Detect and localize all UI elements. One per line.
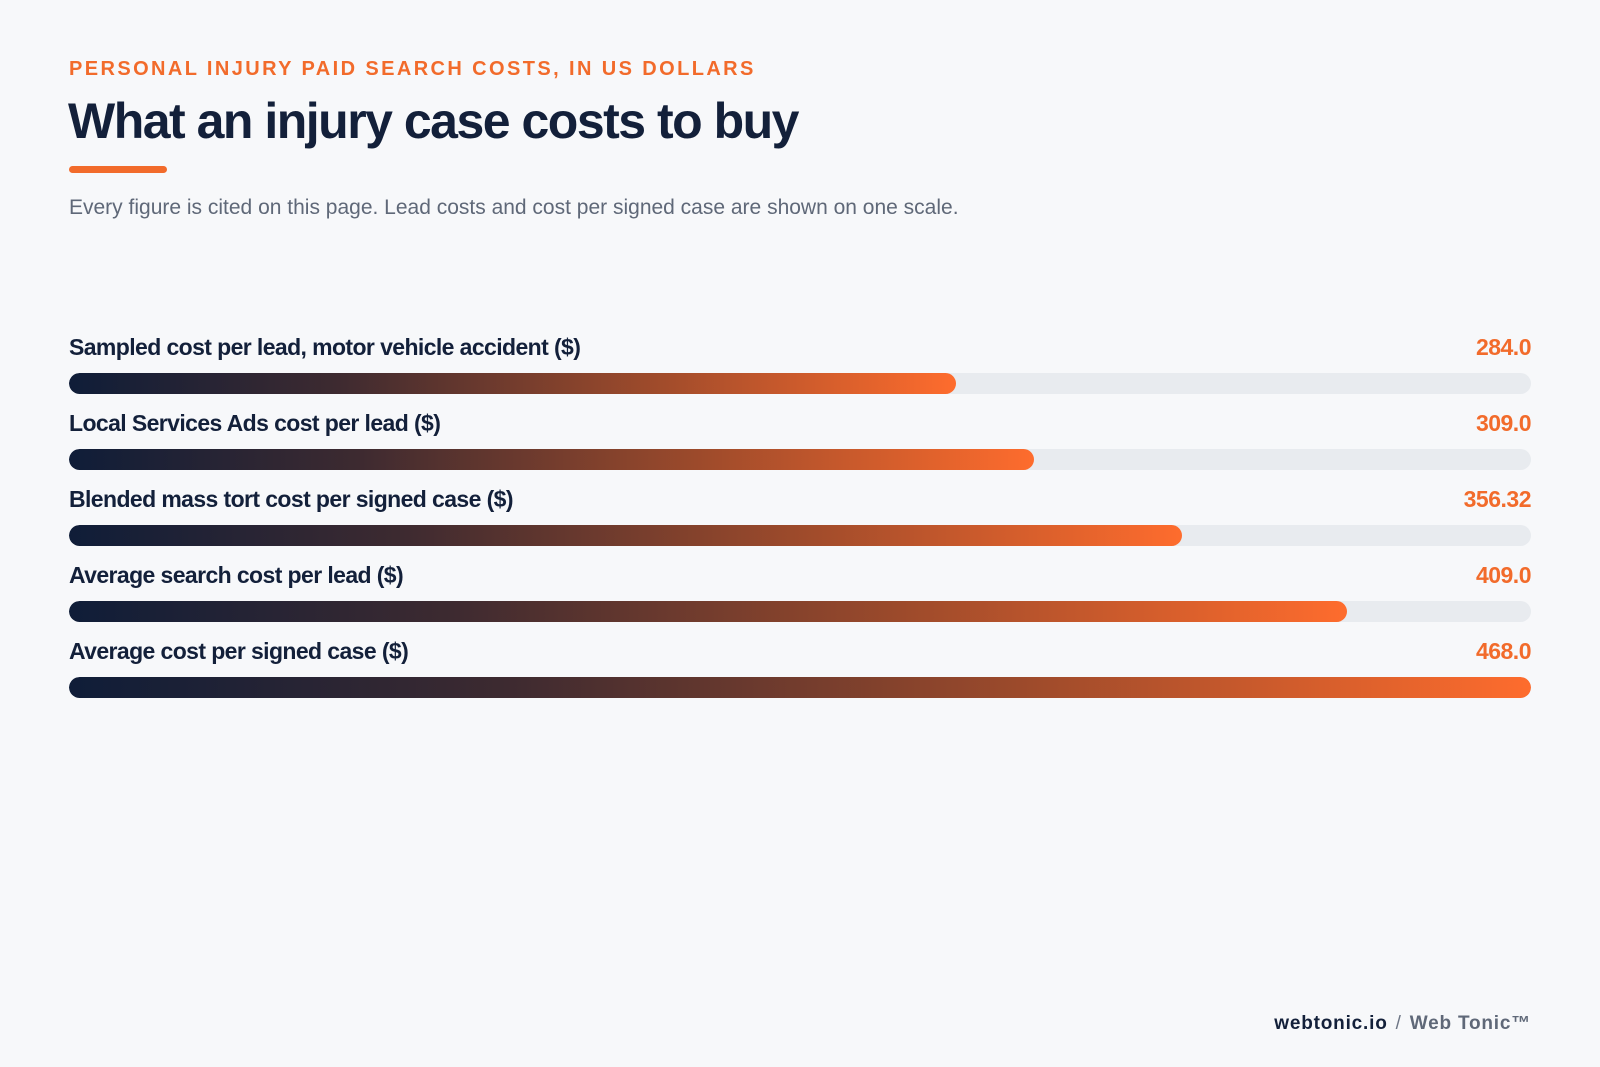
footer-credit: webtonic.io / Web Tonic™ [1274, 1013, 1531, 1035]
bar-fill [69, 373, 956, 394]
bar-value-label: 284.0 [1475, 334, 1532, 360]
bar-label: Average search cost per lead ($) [69, 562, 404, 588]
bar-row: Sampled cost per lead, motor vehicle acc… [69, 334, 1532, 406]
bar-track [69, 525, 1531, 546]
bar-fill [69, 525, 1182, 546]
bar-value-label: 409.0 [1475, 562, 1532, 588]
chart-title: What an injury case costs to buy [68, 93, 799, 149]
bar-fill [69, 601, 1347, 622]
footer-separator: / [1395, 1013, 1402, 1034]
bar-track [69, 373, 1531, 394]
bar-row: Local Services Ads cost per lead ($) 309.… [69, 410, 1532, 482]
bar-value-label: 356.32 [1463, 486, 1532, 512]
footer-brand: Web Tonic™ [1409, 1013, 1531, 1034]
bar-row: Blended mass tort cost per signed case (… [69, 486, 1532, 558]
bar-fill [69, 677, 1531, 698]
bar-row: Average search cost per lead ($) 409.0 [69, 562, 1532, 634]
bar-track [69, 449, 1531, 470]
bar-fill [69, 449, 1034, 470]
title-underline [69, 166, 167, 173]
footer-domain[interactable]: webtonic.io [1274, 1013, 1388, 1034]
bar-chart: Sampled cost per lead, motor vehicle acc… [69, 0, 1532, 760]
bar-label: Sampled cost per lead, motor vehicle acc… [69, 334, 581, 360]
bar-track [69, 677, 1531, 698]
bar-label: Blended mass tort cost per signed case (… [69, 486, 513, 512]
chart-subtitle: Every figure is cited on this page. Lead… [69, 196, 959, 219]
bar-value-label: 309.0 [1475, 410, 1532, 436]
bar-label: Local Services Ads cost per lead ($) [69, 410, 441, 436]
bar-value-label: 468.0 [1475, 638, 1532, 664]
bar-track [69, 601, 1531, 622]
chart-eyebrow: PERSONAL INJURY PAID SEARCH COSTS, IN US… [69, 58, 756, 80]
bar-label: Average cost per signed case ($) [69, 638, 409, 664]
bar-row: Average cost per signed case ($) 468.0 [69, 638, 1532, 710]
